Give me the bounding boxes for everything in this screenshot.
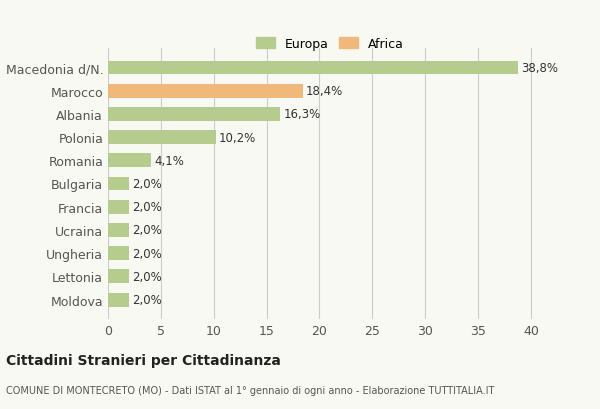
Bar — [108, 131, 216, 145]
Text: 2,0%: 2,0% — [133, 224, 162, 237]
Legend: Europa, Africa: Europa, Africa — [253, 34, 407, 54]
Text: 38,8%: 38,8% — [521, 62, 559, 75]
Bar — [108, 177, 129, 191]
Text: COMUNE DI MONTECRETO (MO) - Dati ISTAT al 1° gennaio di ogni anno - Elaborazione: COMUNE DI MONTECRETO (MO) - Dati ISTAT a… — [6, 384, 494, 395]
Bar — [108, 61, 518, 75]
Text: 2,0%: 2,0% — [133, 247, 162, 260]
Text: 16,3%: 16,3% — [283, 108, 321, 121]
Bar — [108, 293, 129, 307]
Bar — [108, 200, 129, 214]
Bar — [108, 223, 129, 237]
Text: 2,0%: 2,0% — [133, 178, 162, 191]
Bar — [108, 247, 129, 261]
Text: 2,0%: 2,0% — [133, 293, 162, 306]
Text: 18,4%: 18,4% — [305, 85, 343, 98]
Bar — [108, 85, 302, 99]
Text: 10,2%: 10,2% — [219, 131, 256, 144]
Text: Cittadini Stranieri per Cittadinanza: Cittadini Stranieri per Cittadinanza — [6, 353, 281, 367]
Bar — [108, 108, 280, 121]
Bar — [108, 154, 151, 168]
Text: 2,0%: 2,0% — [133, 201, 162, 213]
Text: 2,0%: 2,0% — [133, 270, 162, 283]
Text: 4,1%: 4,1% — [155, 155, 184, 167]
Bar — [108, 270, 129, 283]
